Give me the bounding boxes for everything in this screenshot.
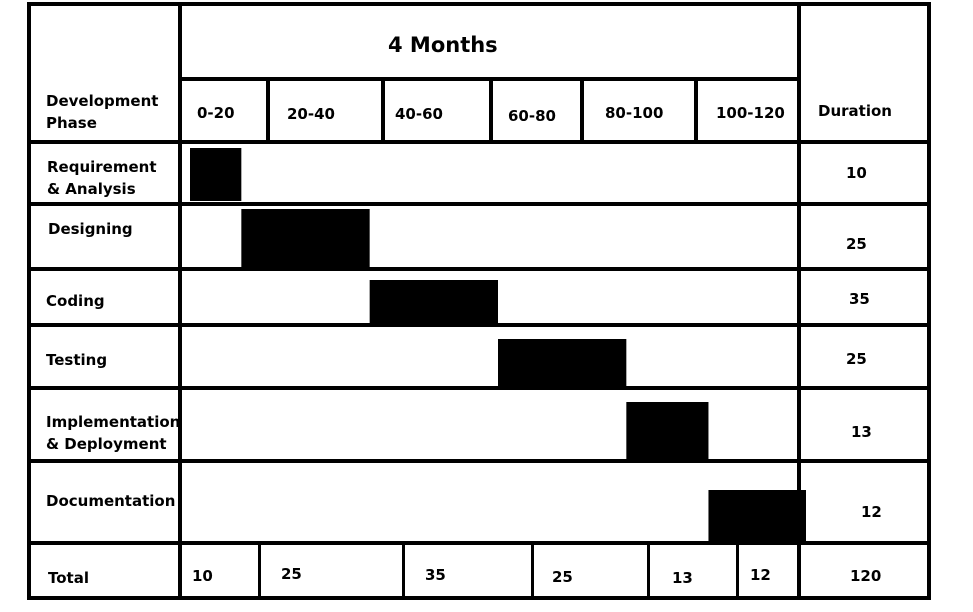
- border-row-6: [27, 541, 931, 545]
- border-row-1: [27, 202, 931, 206]
- border-bottom: [27, 596, 931, 600]
- border-total-col-0: [258, 541, 261, 598]
- time-column-3: 60-80: [508, 107, 556, 125]
- total-5: 12: [750, 566, 771, 584]
- chart-title: 4 Months: [388, 33, 498, 57]
- time-column-4: 80-100: [605, 104, 664, 122]
- gantt-bar-0: [190, 148, 242, 201]
- gantt-bar-5: [708, 490, 806, 542]
- duration-testing: 25: [846, 350, 867, 368]
- time-column-0: 0-20: [197, 104, 235, 122]
- gantt-bar-2: [369, 280, 498, 324]
- time-column-2: 40-60: [395, 105, 443, 123]
- time-column-5: 100-120: [716, 104, 785, 122]
- development-phase-header: Development Phase: [46, 92, 159, 132]
- border-total-col-2: [531, 541, 534, 598]
- total-4: 13: [672, 569, 693, 587]
- phase-label-requirement: Requirement & Analysis: [47, 158, 157, 198]
- duration-coding: 35: [849, 290, 870, 308]
- border-total-col-3: [647, 541, 650, 598]
- phase-label-designing: Designing: [48, 220, 133, 238]
- phase-label-implementation: Implementation & Deployment: [46, 413, 181, 453]
- border-duration-column: [797, 2, 801, 600]
- duration-requirement: 10: [846, 164, 867, 182]
- total-2: 35: [425, 566, 446, 584]
- duration-implementation: 13: [851, 423, 872, 441]
- border-time-col-2: [489, 80, 493, 142]
- border-row-2: [27, 267, 931, 271]
- duration-header: Duration: [818, 102, 892, 120]
- border-row-0: [27, 140, 931, 144]
- gantt-bar-1: [241, 209, 370, 267]
- border-header-split: [182, 77, 797, 81]
- border-row-4: [27, 386, 931, 390]
- gantt-bar-3: [498, 339, 627, 387]
- duration-documentation: 12: [861, 503, 882, 521]
- border-label-column: [178, 2, 182, 600]
- border-time-col-0: [266, 80, 270, 142]
- total-label: Total: [48, 569, 89, 587]
- gantt-bar-4: [626, 402, 709, 459]
- duration-designing: 25: [846, 235, 867, 253]
- phase-label-coding: Coding: [46, 292, 105, 310]
- border-total-col-4: [736, 541, 739, 598]
- border-row-3: [27, 323, 931, 327]
- time-column-1: 20-40: [287, 105, 335, 123]
- border-time-col-4: [694, 80, 698, 142]
- border-total-col-1: [402, 541, 405, 598]
- phase-label-testing: Testing: [46, 351, 108, 369]
- total-0: 10: [192, 567, 213, 585]
- border-right: [927, 2, 931, 600]
- border-top: [27, 2, 931, 6]
- phase-label-documentation: Documentation: [46, 492, 176, 510]
- border-time-col-1: [381, 80, 385, 142]
- total-3: 25: [552, 568, 573, 586]
- border-row-5: [27, 459, 931, 463]
- total-1: 25: [281, 565, 302, 583]
- border-left: [27, 2, 31, 600]
- border-time-col-3: [580, 80, 584, 142]
- grand-total: 120: [850, 567, 882, 585]
